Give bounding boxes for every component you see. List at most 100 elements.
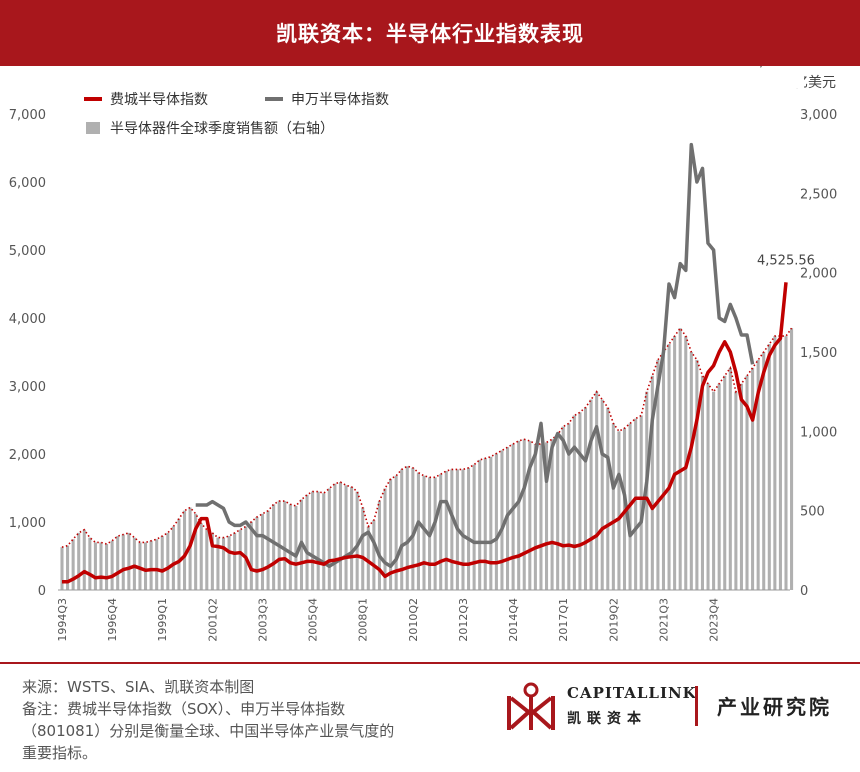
sales-bar bbox=[723, 375, 727, 590]
sales-bar bbox=[88, 537, 92, 590]
sales-bar bbox=[572, 415, 576, 590]
sales-bar bbox=[634, 418, 638, 590]
sales-bar bbox=[132, 537, 136, 590]
sales-bar bbox=[155, 539, 159, 590]
sales-bar bbox=[389, 478, 393, 590]
sales-bar bbox=[238, 529, 242, 590]
x-axis-tick-label: 1999Q1 bbox=[156, 598, 169, 642]
sales-bar bbox=[528, 440, 532, 590]
sales-bar bbox=[773, 336, 777, 590]
right-axis-tick-label: 2,500 bbox=[800, 187, 837, 202]
sales-bar bbox=[611, 423, 615, 590]
sales-bar bbox=[221, 537, 226, 590]
title-banner: 凯联资本：半导体行业指数表现 bbox=[0, 0, 860, 66]
left-axis-tick-label: 4,000 bbox=[9, 312, 46, 327]
sales-bar bbox=[366, 526, 370, 590]
sales-bar bbox=[77, 532, 81, 590]
x-axis-tick-label: 2012Q3 bbox=[457, 598, 470, 642]
sales-bar bbox=[344, 485, 348, 590]
x-axis-tick-label: 2017Q1 bbox=[557, 598, 570, 642]
sales-bar bbox=[578, 412, 582, 590]
sales-bar bbox=[144, 542, 148, 590]
sales-bar bbox=[149, 540, 153, 590]
sales-bar bbox=[489, 456, 493, 590]
legend-sw-label: 申万半导体指数 bbox=[291, 92, 389, 108]
sales-bar bbox=[639, 415, 643, 590]
sales-bar bbox=[567, 423, 571, 590]
sales-bar bbox=[199, 523, 203, 590]
sales-bar bbox=[377, 501, 381, 590]
sales-bar bbox=[751, 367, 755, 590]
sales-bar bbox=[372, 520, 376, 590]
chart: 0 1,000 2,000 3,000 4,000 5,000 6,000 7,000 0 500… bbox=[9, 66, 837, 642]
sales-bar bbox=[394, 475, 398, 590]
remark-line-2: （801081）分别是衡量全球、中国半导体产业景气度的 bbox=[22, 722, 395, 740]
sales-bar bbox=[110, 540, 114, 590]
sales-bar bbox=[756, 359, 760, 590]
legend-bars-swatch bbox=[86, 122, 100, 134]
sales-bar bbox=[93, 542, 97, 590]
sales-bar bbox=[472, 464, 476, 590]
sw-index-line bbox=[195, 142, 755, 568]
sales-bar bbox=[656, 359, 660, 590]
sales-bar bbox=[739, 383, 743, 590]
sales-bar bbox=[177, 518, 181, 590]
sales-bar bbox=[138, 542, 142, 590]
sales-bar bbox=[361, 507, 365, 590]
left-axis-tick-label: 3,000 bbox=[9, 380, 46, 395]
sales-bar bbox=[205, 529, 209, 590]
sales-bar bbox=[450, 469, 454, 590]
x-axis-tick-label: 1996Q4 bbox=[106, 598, 119, 642]
sales-bar bbox=[171, 526, 175, 590]
sales-bar bbox=[327, 488, 331, 590]
left-axis-tick-label: 1,000 bbox=[9, 516, 46, 531]
sales-bar bbox=[533, 444, 537, 590]
sales-bar bbox=[99, 542, 103, 590]
sales-bar bbox=[734, 391, 738, 590]
logo-english: CAPITALLINK bbox=[567, 684, 697, 702]
sales-bar bbox=[550, 439, 554, 590]
capitallink-logo-icon bbox=[507, 682, 555, 730]
sales-bar bbox=[767, 344, 771, 590]
sales-bar bbox=[305, 494, 309, 590]
company-logo: CAPITALLINK 凯联资本 产业研究院 bbox=[505, 678, 855, 738]
sales-bar bbox=[227, 536, 231, 590]
right-axis-tick-label: 1,000 bbox=[800, 425, 837, 440]
sales-bar bbox=[71, 539, 75, 590]
sales-bar bbox=[333, 483, 337, 590]
left-axis-tick-label: 5,000 bbox=[9, 244, 46, 259]
sales-bar bbox=[650, 375, 654, 590]
x-axis-tick-label: 2010Q2 bbox=[407, 598, 420, 642]
x-axis-tick-label: 2001Q2 bbox=[206, 598, 219, 642]
sales-bar bbox=[762, 352, 766, 590]
legend-bars-label: 半导体器件全球季度销售额（右轴） bbox=[110, 120, 334, 137]
left-axis-tick-label: 2,000 bbox=[9, 448, 46, 463]
sales-bar bbox=[350, 486, 354, 590]
sales-bar bbox=[667, 344, 671, 590]
sales-bar bbox=[522, 439, 526, 590]
right-axis-tick-label: 2,000 bbox=[800, 267, 837, 282]
sales-bar bbox=[311, 491, 315, 590]
logo-chinese: 凯联资本 bbox=[567, 711, 647, 727]
sales-bar bbox=[105, 543, 109, 590]
left-axis-tick-label: 7,000 bbox=[9, 108, 46, 123]
sales-bar bbox=[706, 383, 710, 590]
sales-bar bbox=[700, 375, 704, 590]
sales-bar bbox=[294, 505, 298, 590]
sales-bar bbox=[439, 474, 443, 590]
sales-bar bbox=[600, 399, 604, 590]
sales-bar bbox=[383, 488, 387, 590]
sales-bar bbox=[194, 513, 198, 590]
sales-bar bbox=[689, 352, 693, 590]
x-axis-tick-label: 2014Q4 bbox=[507, 598, 520, 642]
sales-bar bbox=[712, 391, 716, 590]
sales-bar bbox=[745, 375, 749, 590]
footer-divider bbox=[0, 662, 860, 664]
sales-bar bbox=[617, 431, 621, 590]
right-axis-tick-label: 1,500 bbox=[800, 346, 837, 361]
sales-bar bbox=[673, 336, 677, 590]
sales-bar bbox=[544, 442, 549, 590]
left-axis-tick-label: 0 bbox=[38, 584, 46, 599]
legend-sox-label: 费城半导体指数 bbox=[110, 92, 208, 108]
sox-last-value-label: 4,525.56 bbox=[757, 253, 815, 268]
